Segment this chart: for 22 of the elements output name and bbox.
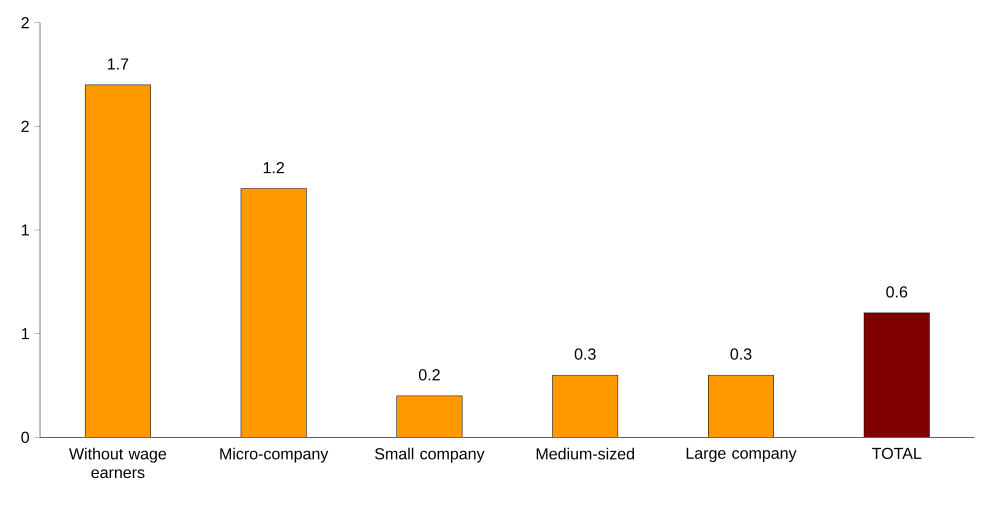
bar (396, 396, 462, 438)
x-tick-label: TOTAL (872, 448, 922, 460)
y-tick-label: 1 (22, 328, 29, 340)
y-tick-label: 2 (22, 17, 29, 28)
y-tick-label: 2 (22, 120, 29, 132)
y-tick-label: 0 (21, 432, 29, 443)
data-label: 1.2 (264, 162, 284, 174)
data-label: 0.3 (574, 348, 596, 360)
x-tick-label: Medium-sized (536, 448, 634, 460)
x-tick-label: Small company (375, 448, 485, 463)
y-tick-label: 1 (22, 224, 29, 236)
bar (552, 374, 618, 438)
x-tick-label: Without wage earners (69, 448, 166, 478)
x-tick-label: Micro-company (220, 448, 328, 463)
data-label: 1.7 (108, 58, 128, 70)
data-label: 0.2 (418, 369, 440, 380)
data-label: 0.3 (730, 348, 752, 360)
bar (84, 84, 151, 438)
bar (864, 312, 930, 438)
x-tick-label: Large company (686, 448, 797, 462)
bar (708, 374, 774, 438)
data-label: 0.6 (886, 286, 908, 298)
